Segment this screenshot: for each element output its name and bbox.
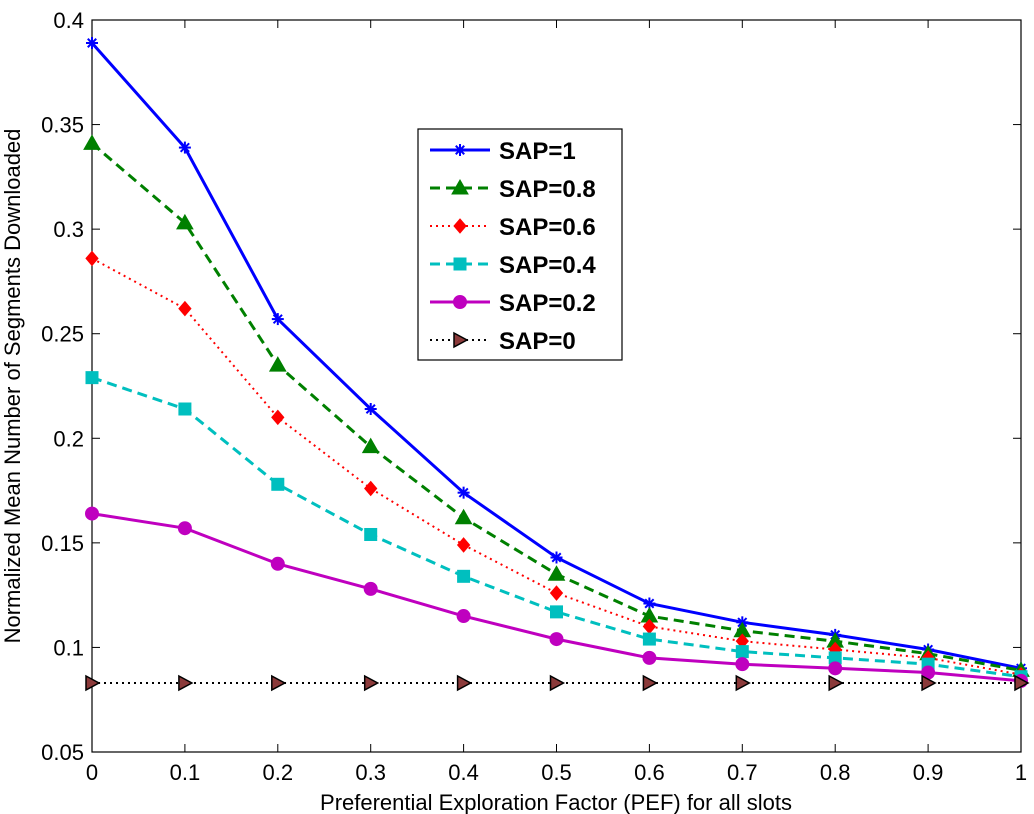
series-group xyxy=(83,37,1030,692)
x-tick-label: 0.7 xyxy=(727,760,758,785)
legend-entry: SAP=0.8 xyxy=(430,176,596,203)
x-tick-label: 0.3 xyxy=(355,760,386,785)
data-point-marker xyxy=(550,605,563,619)
legend: SAP=1 SAP=0.8 SAP=0.6 SAP=0.4 SAP=0.2 SAP=0 xyxy=(417,128,623,361)
data-point-marker xyxy=(364,403,377,416)
y-tick-label: 0.1 xyxy=(53,635,84,660)
y-tick-label: 0.05 xyxy=(41,740,84,765)
axis-ticks: 0 0.1 0.2 0.3 0.4 0.5 0.6 0.7 0.8 0.9 1 0.05 0.1 0.15… xyxy=(41,8,1027,785)
data-point-marker xyxy=(454,508,473,525)
data-point-marker xyxy=(271,674,287,692)
legend-label: SAP=0.8 xyxy=(499,176,596,203)
legend-entry: SAP=0.6 xyxy=(430,214,596,241)
series-line xyxy=(91,376,1022,679)
y-tick-label: 0.4 xyxy=(53,8,84,33)
data-point-marker xyxy=(178,300,192,317)
data-point-marker xyxy=(457,486,470,499)
x-tick-label: 0.9 xyxy=(913,760,944,785)
data-point-marker xyxy=(1014,674,1030,692)
data-point-marker xyxy=(456,674,473,692)
x-tick-label: 0.6 xyxy=(634,760,665,785)
y-tick-label: 0.35 xyxy=(41,113,84,138)
data-point-marker xyxy=(735,657,750,672)
data-point-marker xyxy=(451,178,469,195)
data-point-marker xyxy=(364,527,378,541)
x-tick-label: 0.2 xyxy=(263,760,294,785)
data-point-marker xyxy=(271,409,285,426)
data-point-marker xyxy=(642,650,657,665)
data-point-marker xyxy=(828,674,844,692)
data-point-marker xyxy=(456,537,471,553)
legend-entry: SAP=1 xyxy=(430,138,576,165)
y-axis-label: Normalized Mean Number of Segments Downl… xyxy=(0,129,25,644)
data-point-marker xyxy=(456,609,471,624)
data-point-marker xyxy=(364,480,378,497)
data-point-marker xyxy=(363,581,378,596)
legend-entry: SAP=0 xyxy=(430,328,576,355)
x-tick-label: 0.4 xyxy=(448,760,479,785)
data-point-marker xyxy=(921,674,937,692)
data-point-marker xyxy=(549,585,564,601)
legend-label: SAP=0.6 xyxy=(499,214,596,241)
data-point-marker xyxy=(828,661,843,676)
data-point-marker xyxy=(83,134,101,150)
data-point-marker xyxy=(85,371,99,385)
legend-label: SAP=0.4 xyxy=(499,252,596,279)
legend-box xyxy=(417,128,623,361)
legend-entry: SAP=0.4 xyxy=(430,252,596,279)
data-point-marker xyxy=(642,632,656,646)
data-point-marker xyxy=(178,402,192,416)
data-point-marker xyxy=(547,565,566,581)
data-point-marker xyxy=(642,674,658,692)
legend-label: SAP=0 xyxy=(499,328,576,355)
y-tick-label: 0.15 xyxy=(41,531,84,556)
data-point-marker xyxy=(457,569,471,583)
series-sap-0 xyxy=(85,674,1030,692)
data-point-marker xyxy=(549,632,564,647)
data-point-marker xyxy=(176,213,194,230)
x-tick-label: 0.1 xyxy=(170,760,201,785)
data-point-marker xyxy=(454,144,466,156)
data-point-marker xyxy=(549,674,566,692)
y-tick-label: 0.2 xyxy=(53,426,84,451)
data-point-marker xyxy=(177,521,192,536)
legend-label: SAP=1 xyxy=(499,138,576,165)
legend-entry: SAP=0.2 xyxy=(430,290,596,317)
data-point-marker xyxy=(453,218,467,234)
y-tick-label: 0.3 xyxy=(53,217,84,242)
x-axis-label: Preferential Exploration Factor (PEF) fo… xyxy=(320,790,792,814)
data-point-marker xyxy=(178,141,191,154)
data-point-marker xyxy=(550,551,563,564)
data-point-marker xyxy=(271,477,285,491)
x-tick-label: 0.8 xyxy=(820,760,851,785)
data-point-marker xyxy=(86,37,98,50)
y-tick-label: 0.25 xyxy=(41,322,84,347)
data-point-marker xyxy=(453,331,469,349)
x-tick-label: 1 xyxy=(1015,760,1027,785)
x-tick-label: 0 xyxy=(86,760,98,785)
data-point-marker xyxy=(735,645,749,659)
series-sap-1 xyxy=(86,37,1027,675)
data-point-marker xyxy=(453,257,467,271)
data-point-marker xyxy=(85,674,101,692)
data-point-marker xyxy=(361,437,380,454)
data-point-marker xyxy=(85,250,99,267)
legend-label: SAP=0.2 xyxy=(499,290,596,317)
data-point-marker xyxy=(735,674,751,692)
data-point-marker xyxy=(453,295,467,309)
data-point-marker xyxy=(643,597,656,610)
x-tick-label: 0.5 xyxy=(541,760,572,785)
data-point-marker xyxy=(85,506,99,521)
data-point-marker xyxy=(270,556,285,571)
data-point-marker xyxy=(271,313,284,326)
data-point-marker xyxy=(363,674,380,692)
data-point-marker xyxy=(178,674,194,692)
data-point-marker xyxy=(268,356,287,372)
